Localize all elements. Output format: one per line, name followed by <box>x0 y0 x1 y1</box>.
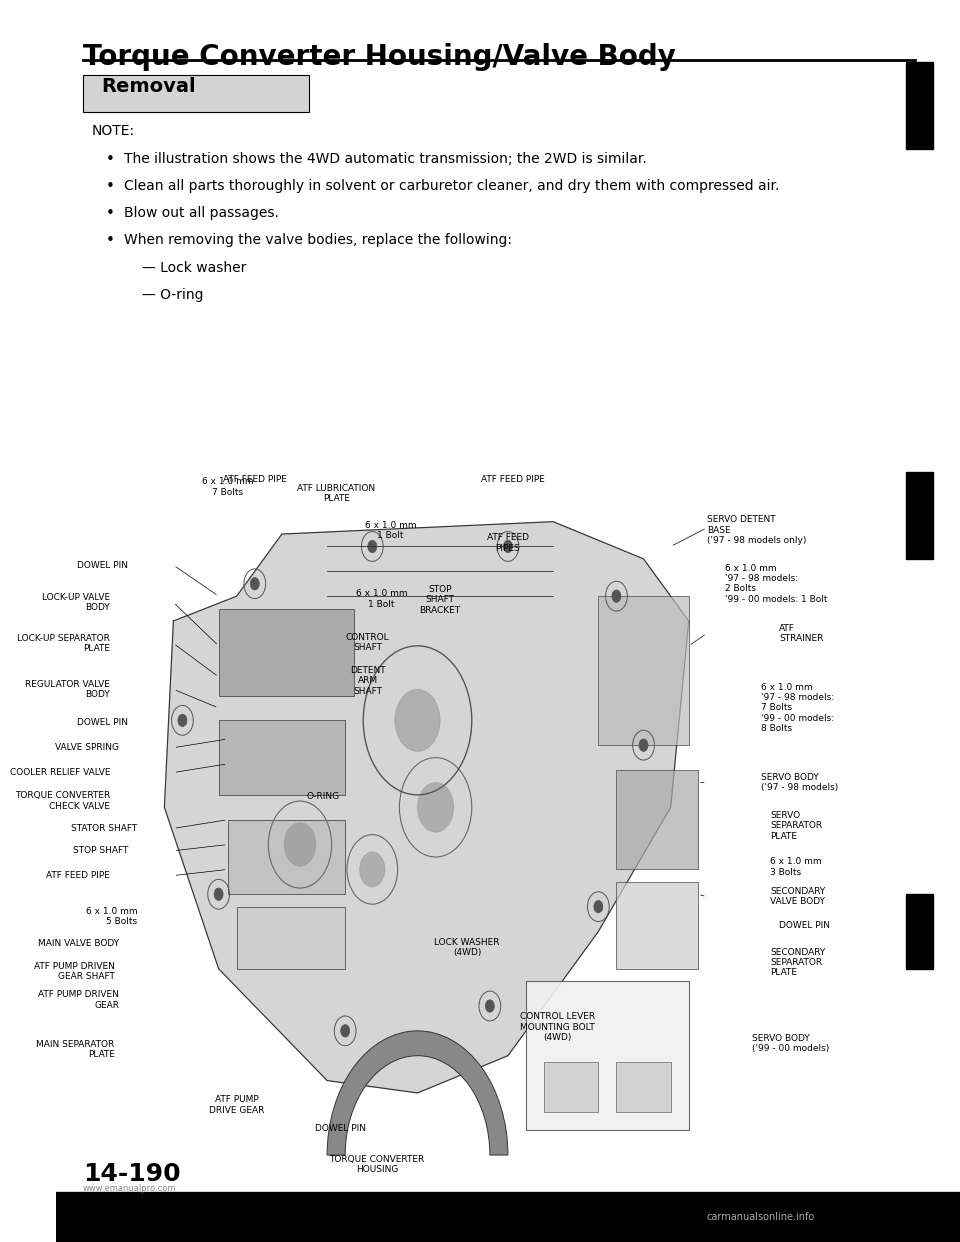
Text: ATF FEED PIPE: ATF FEED PIPE <box>46 871 110 881</box>
Text: DOWEL PIN: DOWEL PIN <box>315 1124 366 1133</box>
Circle shape <box>594 900 603 913</box>
Bar <box>616 1062 671 1112</box>
Circle shape <box>418 782 454 832</box>
Text: Removal: Removal <box>101 77 196 97</box>
Text: SERVO
SEPARATOR
PLATE: SERVO SEPARATOR PLATE <box>770 811 823 841</box>
Text: 14-190: 14-190 <box>83 1161 180 1186</box>
Text: carmanualsonline.info: carmanualsonline.info <box>707 1212 815 1222</box>
Text: •: • <box>106 233 114 248</box>
Circle shape <box>368 540 377 553</box>
Text: COOLER RELIEF VALVE: COOLER RELIEF VALVE <box>10 768 110 777</box>
Text: O-RING: O-RING <box>306 792 339 801</box>
Text: MAIN SEPARATOR
PLATE: MAIN SEPARATOR PLATE <box>36 1040 114 1059</box>
Text: VALVE SPRING: VALVE SPRING <box>55 743 119 753</box>
Text: NOTE:: NOTE: <box>92 124 135 138</box>
Text: SECONDARY
SEPARATOR
PLATE: SECONDARY SEPARATOR PLATE <box>770 948 826 977</box>
Text: ATF
STRAINER: ATF STRAINER <box>780 623 824 643</box>
Text: 6 x 1.0 mm
1 Bolt: 6 x 1.0 mm 1 Bolt <box>365 520 417 540</box>
Text: — O-ring: — O-ring <box>142 288 204 302</box>
Text: 6 x 1.0 mm
1 Bolt: 6 x 1.0 mm 1 Bolt <box>355 589 407 609</box>
Text: ATF PUMP
DRIVE GEAR: ATF PUMP DRIVE GEAR <box>209 1095 264 1115</box>
Circle shape <box>251 578 259 590</box>
Polygon shape <box>905 62 933 149</box>
Text: Blow out all passages.: Blow out all passages. <box>124 206 278 220</box>
Text: DOWEL PIN: DOWEL PIN <box>780 920 830 930</box>
Circle shape <box>284 822 316 867</box>
Text: SERVO BODY
('99 - 00 models): SERVO BODY ('99 - 00 models) <box>752 1033 829 1053</box>
Text: LOCK WASHER
(4WD): LOCK WASHER (4WD) <box>435 938 500 958</box>
Text: STOP SHAFT: STOP SHAFT <box>73 846 129 856</box>
Circle shape <box>503 540 513 553</box>
Text: SECONDARY
VALVE BODY: SECONDARY VALVE BODY <box>770 887 826 907</box>
Circle shape <box>395 689 440 751</box>
Polygon shape <box>905 894 933 969</box>
Text: 6 x 1.0 mm
'97 - 98 models:
2 Bolts
'99 - 00 models: 1 Bolt: 6 x 1.0 mm '97 - 98 models: 2 Bolts '99 … <box>725 564 828 604</box>
Text: LOCK-UP SEPARATOR
PLATE: LOCK-UP SEPARATOR PLATE <box>17 633 110 653</box>
Text: ATF LUBRICATION
PLATE: ATF LUBRICATION PLATE <box>297 483 375 503</box>
Text: CONTROL
SHAFT: CONTROL SHAFT <box>346 632 390 652</box>
Text: 6 x 1.0 mm
5 Bolts: 6 x 1.0 mm 5 Bolts <box>85 907 137 927</box>
Bar <box>219 609 354 696</box>
Bar <box>219 720 346 795</box>
Text: TORQUE CONVERTER
HOUSING: TORQUE CONVERTER HOUSING <box>329 1155 424 1175</box>
Text: 6 x 1.0 mm
'97 - 98 models:
7 Bolts
'99 - 00 models:
8 Bolts: 6 x 1.0 mm '97 - 98 models: 7 Bolts '99 … <box>761 683 834 733</box>
Bar <box>526 981 688 1130</box>
Text: STOP
SHAFT
BRACKET: STOP SHAFT BRACKET <box>420 585 461 615</box>
Text: ATF FEED PIPE: ATF FEED PIPE <box>223 476 287 484</box>
Circle shape <box>360 852 385 887</box>
Circle shape <box>341 1025 349 1037</box>
FancyBboxPatch shape <box>83 75 309 112</box>
Text: REGULATOR VALVE
BODY: REGULATOR VALVE BODY <box>25 679 110 699</box>
Text: ATF PUMP DRIVEN
GEAR SHAFT: ATF PUMP DRIVEN GEAR SHAFT <box>34 961 114 981</box>
Text: When removing the valve bodies, replace the following:: When removing the valve bodies, replace … <box>124 233 512 247</box>
Circle shape <box>612 590 621 602</box>
Text: DOWEL PIN: DOWEL PIN <box>77 718 129 728</box>
Bar <box>237 907 346 969</box>
Text: ATF FEED PIPE: ATF FEED PIPE <box>481 476 544 484</box>
Text: CONTROL LEVER
MOUNTING BOLT
(4WD): CONTROL LEVER MOUNTING BOLT (4WD) <box>520 1012 595 1042</box>
Text: Clean all parts thoroughly in solvent or carburetor cleaner, and dry them with c: Clean all parts thoroughly in solvent or… <box>124 179 780 193</box>
Polygon shape <box>905 472 933 559</box>
Circle shape <box>214 888 223 900</box>
Text: •: • <box>106 206 114 221</box>
Text: •: • <box>106 152 114 166</box>
Text: ATF PUMP DRIVEN
GEAR: ATF PUMP DRIVEN GEAR <box>38 990 119 1010</box>
Text: SERVO DETENT
BASE
('97 - 98 models only): SERVO DETENT BASE ('97 - 98 models only) <box>707 515 806 545</box>
Text: DETENT
ARM
SHAFT: DETENT ARM SHAFT <box>350 666 386 696</box>
Text: The illustration shows the 4WD automatic transmission; the 2WD is similar.: The illustration shows the 4WD automatic… <box>124 152 646 165</box>
Bar <box>598 596 688 745</box>
Wedge shape <box>327 1031 508 1155</box>
Text: SERVO BODY
('97 - 98 models): SERVO BODY ('97 - 98 models) <box>761 773 838 792</box>
Bar <box>544 1062 598 1112</box>
Text: DOWEL PIN: DOWEL PIN <box>77 560 129 570</box>
Bar <box>616 770 698 869</box>
Circle shape <box>639 739 648 751</box>
Text: STATOR SHAFT: STATOR SHAFT <box>71 823 137 833</box>
Bar <box>616 882 698 969</box>
Text: ATF FEED
PIPES: ATF FEED PIPES <box>487 533 529 553</box>
Text: — Lock washer: — Lock washer <box>142 261 246 274</box>
Polygon shape <box>56 1192 960 1242</box>
Text: www.emanualpro.com: www.emanualpro.com <box>83 1184 177 1194</box>
Bar <box>228 820 346 894</box>
Text: Torque Converter Housing/Valve Body: Torque Converter Housing/Valve Body <box>83 43 676 72</box>
Text: 6 x 1.0 mm
7 Bolts: 6 x 1.0 mm 7 Bolts <box>202 477 253 497</box>
Text: 6 x 1.0 mm
3 Bolts: 6 x 1.0 mm 3 Bolts <box>770 857 822 877</box>
Text: MAIN VALVE BODY: MAIN VALVE BODY <box>38 939 119 949</box>
Text: •: • <box>106 179 114 194</box>
Text: TORQUE CONVERTER
CHECK VALVE: TORQUE CONVERTER CHECK VALVE <box>14 791 110 811</box>
Text: LOCK-UP VALVE
BODY: LOCK-UP VALVE BODY <box>42 592 110 612</box>
Circle shape <box>486 1000 494 1012</box>
Circle shape <box>178 714 187 727</box>
Polygon shape <box>164 522 688 1093</box>
